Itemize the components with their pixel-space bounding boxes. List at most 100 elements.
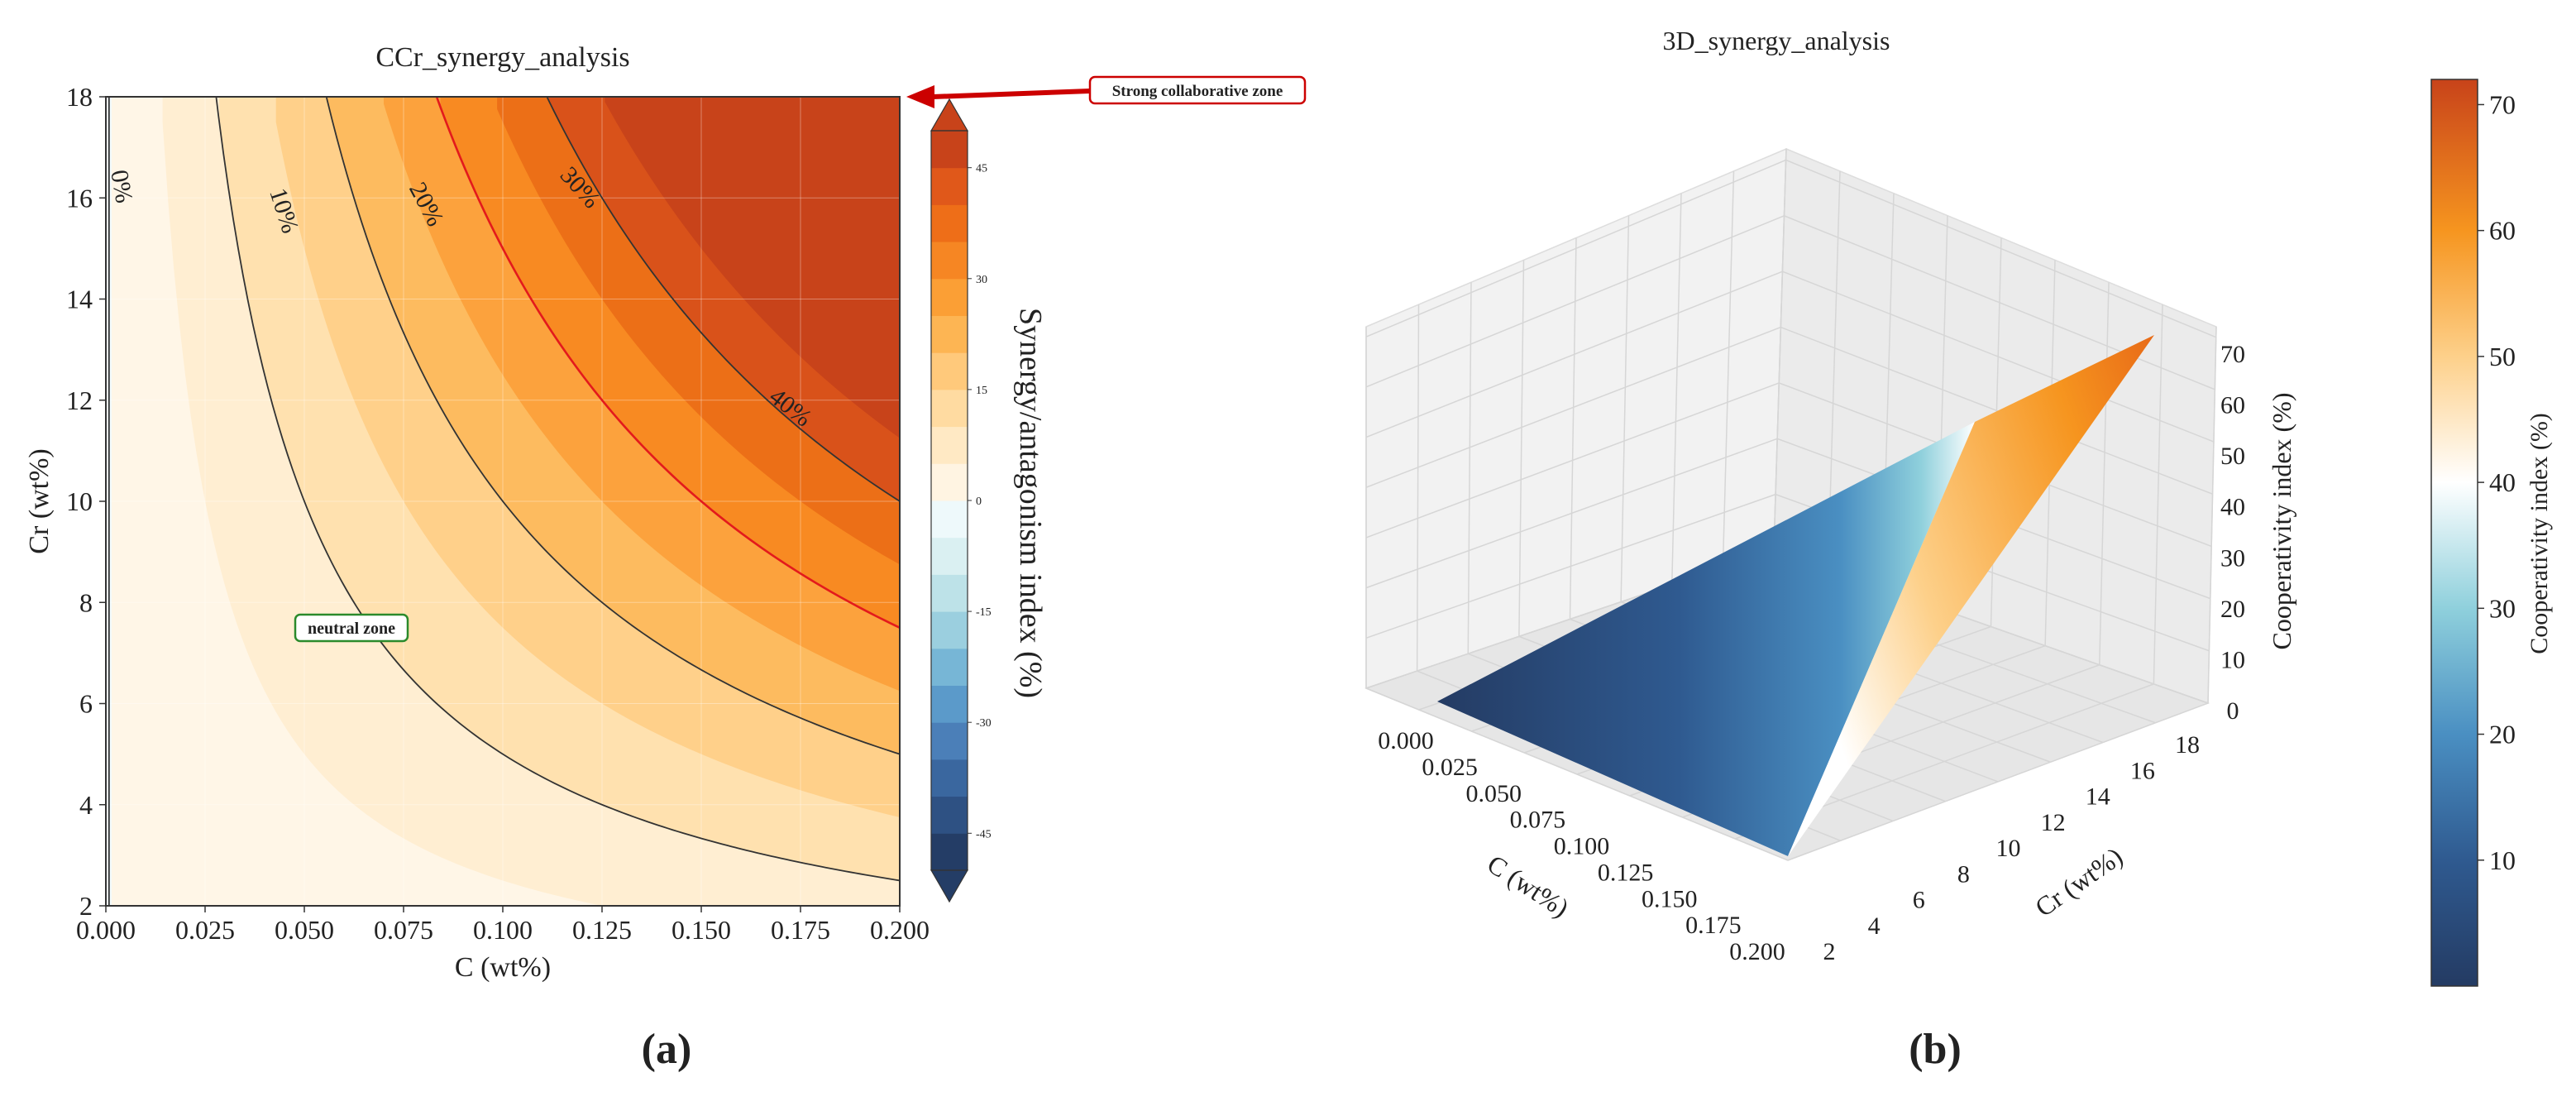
- colorbar-swatch: [931, 278, 968, 316]
- y-tick-label: 18: [66, 82, 93, 112]
- y-tick-label: 2: [79, 891, 93, 921]
- y-axis-ticks: 2 4 6 8 10 12 14 16 18: [66, 82, 106, 921]
- z-tick-label: 10: [2220, 646, 2245, 673]
- contour-line-30: [435, 97, 900, 629]
- y-tick-label: 14: [66, 285, 93, 314]
- y-axis-label: Cr (wt%): [24, 448, 55, 553]
- x-tick-label: 0.000: [1378, 727, 1434, 754]
- x-tick-label: 0.050: [1466, 780, 1522, 807]
- z-tick-label: 50: [2220, 443, 2245, 470]
- colorbar-swatch: [931, 685, 968, 723]
- panel-label-a: (a): [642, 1026, 692, 1073]
- contour-chart-panel: CCr_synergy_analysis 0.000 0.025 0.050 0.07…: [24, 42, 1307, 1073]
- colorbar-swatch: [931, 796, 968, 834]
- colorbar-swatch: [931, 352, 968, 390]
- x-tick-label: 0.025: [175, 915, 235, 945]
- x-tick-label: 0.175: [771, 915, 830, 945]
- colorbar-tick-label: 15: [976, 385, 987, 397]
- z-tick-label: 40: [2220, 494, 2245, 521]
- arrow-head-icon: [906, 85, 934, 108]
- z-axis-label: Cooperativity index (%): [2267, 392, 2296, 649]
- contour-label-0: 0%: [105, 168, 137, 205]
- y-tick-label: 6: [1913, 887, 1925, 914]
- z-tick-label: 0: [2227, 697, 2239, 725]
- colorbar-tick-label: 40: [2489, 467, 2516, 497]
- contour-line-20: [325, 97, 900, 755]
- x-tick-label: 0.025: [1422, 754, 1478, 781]
- contour-lines: [108, 97, 900, 906]
- surface-left-facet: [1437, 422, 1975, 856]
- y-tick-label: 12: [66, 385, 93, 415]
- y-tick-label: 10: [66, 486, 93, 516]
- neutral-zone-annotation: neutral zone: [294, 613, 409, 643]
- colorbar-swatch: [931, 759, 968, 797]
- z-tick-label: 20: [2220, 596, 2245, 623]
- colorbar-tick-label: 60: [2489, 216, 2516, 246]
- contour-line-40: [546, 97, 900, 502]
- y-tick-label: 8: [1957, 860, 1970, 888]
- x-axis-label: C (wt%): [455, 952, 551, 983]
- y-tick-label: 10: [1996, 835, 2021, 862]
- x-tick-label: 0.175: [1685, 912, 1742, 939]
- surface: [1437, 335, 2154, 856]
- x-tick-label: 0.150: [1642, 885, 1698, 912]
- x-tick-label: 0.200: [870, 915, 930, 945]
- colorbar-swatch: [931, 131, 968, 169]
- colorbar-swatch: [931, 204, 968, 242]
- pane-grid: [1365, 148, 2217, 861]
- y-axis-label: Cr (wt%): [2029, 841, 2128, 922]
- colorbar-swatch: [931, 389, 968, 428]
- contour-fills: [106, 97, 900, 906]
- x-tick-label: 0.050: [275, 915, 334, 945]
- panel-label-b: (b): [1909, 1026, 1962, 1073]
- z-tick-label: 30: [2220, 544, 2245, 572]
- z-tick-label: 60: [2220, 392, 2245, 419]
- x-tick-label: 0.075: [374, 915, 433, 945]
- colorbar-swatch: [931, 167, 968, 205]
- x-tick-label: 0.075: [1510, 807, 1566, 834]
- colorbar-tick-label: 45: [976, 163, 987, 175]
- chart-title: CCr_synergy_analysis: [375, 42, 629, 73]
- colorbar-tick-label: 50: [2489, 342, 2516, 371]
- x-tick-label: 0.150: [671, 915, 731, 945]
- fill-band-45: [605, 97, 900, 438]
- y-tick-label: 2: [1823, 938, 1836, 965]
- colorbar-tick-label: 10: [2489, 845, 2516, 875]
- colorbar-swatch: [931, 463, 968, 501]
- x-tick-label: 0.125: [1598, 859, 1654, 886]
- colorbar-tick-label: 20: [2489, 720, 2516, 749]
- strong-zone-label: Strong collaborative zone: [1112, 83, 1283, 100]
- colorbar-swatch: [931, 648, 968, 686]
- z-axis-ticks: 0 10 20 30 40 50 60 70: [2220, 341, 2245, 725]
- colorbar-tick-label: -30: [976, 717, 992, 730]
- neutral-zone-label: neutral zone: [308, 620, 395, 638]
- x-tick-label: 0.100: [473, 915, 533, 945]
- y-tick-label: 12: [2041, 809, 2066, 836]
- surface-right-facet: [1788, 335, 2154, 856]
- colorbar-swatch: [931, 500, 968, 539]
- colorbar-extend-top: [930, 98, 969, 132]
- colorbar-swatch: [931, 833, 968, 871]
- surface-chart-panel: 3D_synergy_analysis 0.0000.0250.0500.075…: [1364, 26, 2553, 1073]
- x-tick-label: 0.100: [1554, 833, 1610, 860]
- colorbar-tick-label: 70: [2489, 89, 2516, 119]
- colorbar-tick-label: 30: [2489, 593, 2516, 623]
- colorbar-swatch: [931, 315, 968, 353]
- colorbar-swatch: [931, 574, 968, 612]
- colorbar-label: Cooperativity index (%): [2526, 413, 2553, 654]
- colorbar-swatch: [931, 611, 968, 649]
- colorbar-label: Synergy/antagonism index (%): [1013, 308, 1048, 698]
- colorbar-tick-label: 0: [976, 496, 982, 508]
- colorbar-swatch: [931, 722, 968, 760]
- y-tick-label: 8: [79, 587, 93, 617]
- x-axis-ticks: 0.0000.0250.0500.0750.1000.1250.1500.175…: [1378, 727, 1785, 965]
- colorbar-b: [2430, 79, 2478, 987]
- y-tick-label: 18: [2175, 731, 2200, 759]
- y-tick-label: 14: [2086, 783, 2110, 811]
- colorbar-extend-bottom: [930, 869, 969, 903]
- colorbar-tick-label: -45: [976, 828, 992, 840]
- colorbar-tick-label: 30: [976, 274, 987, 286]
- y-axis-ticks: 2 4 6 8 10 12 14 16 18: [1823, 731, 2201, 965]
